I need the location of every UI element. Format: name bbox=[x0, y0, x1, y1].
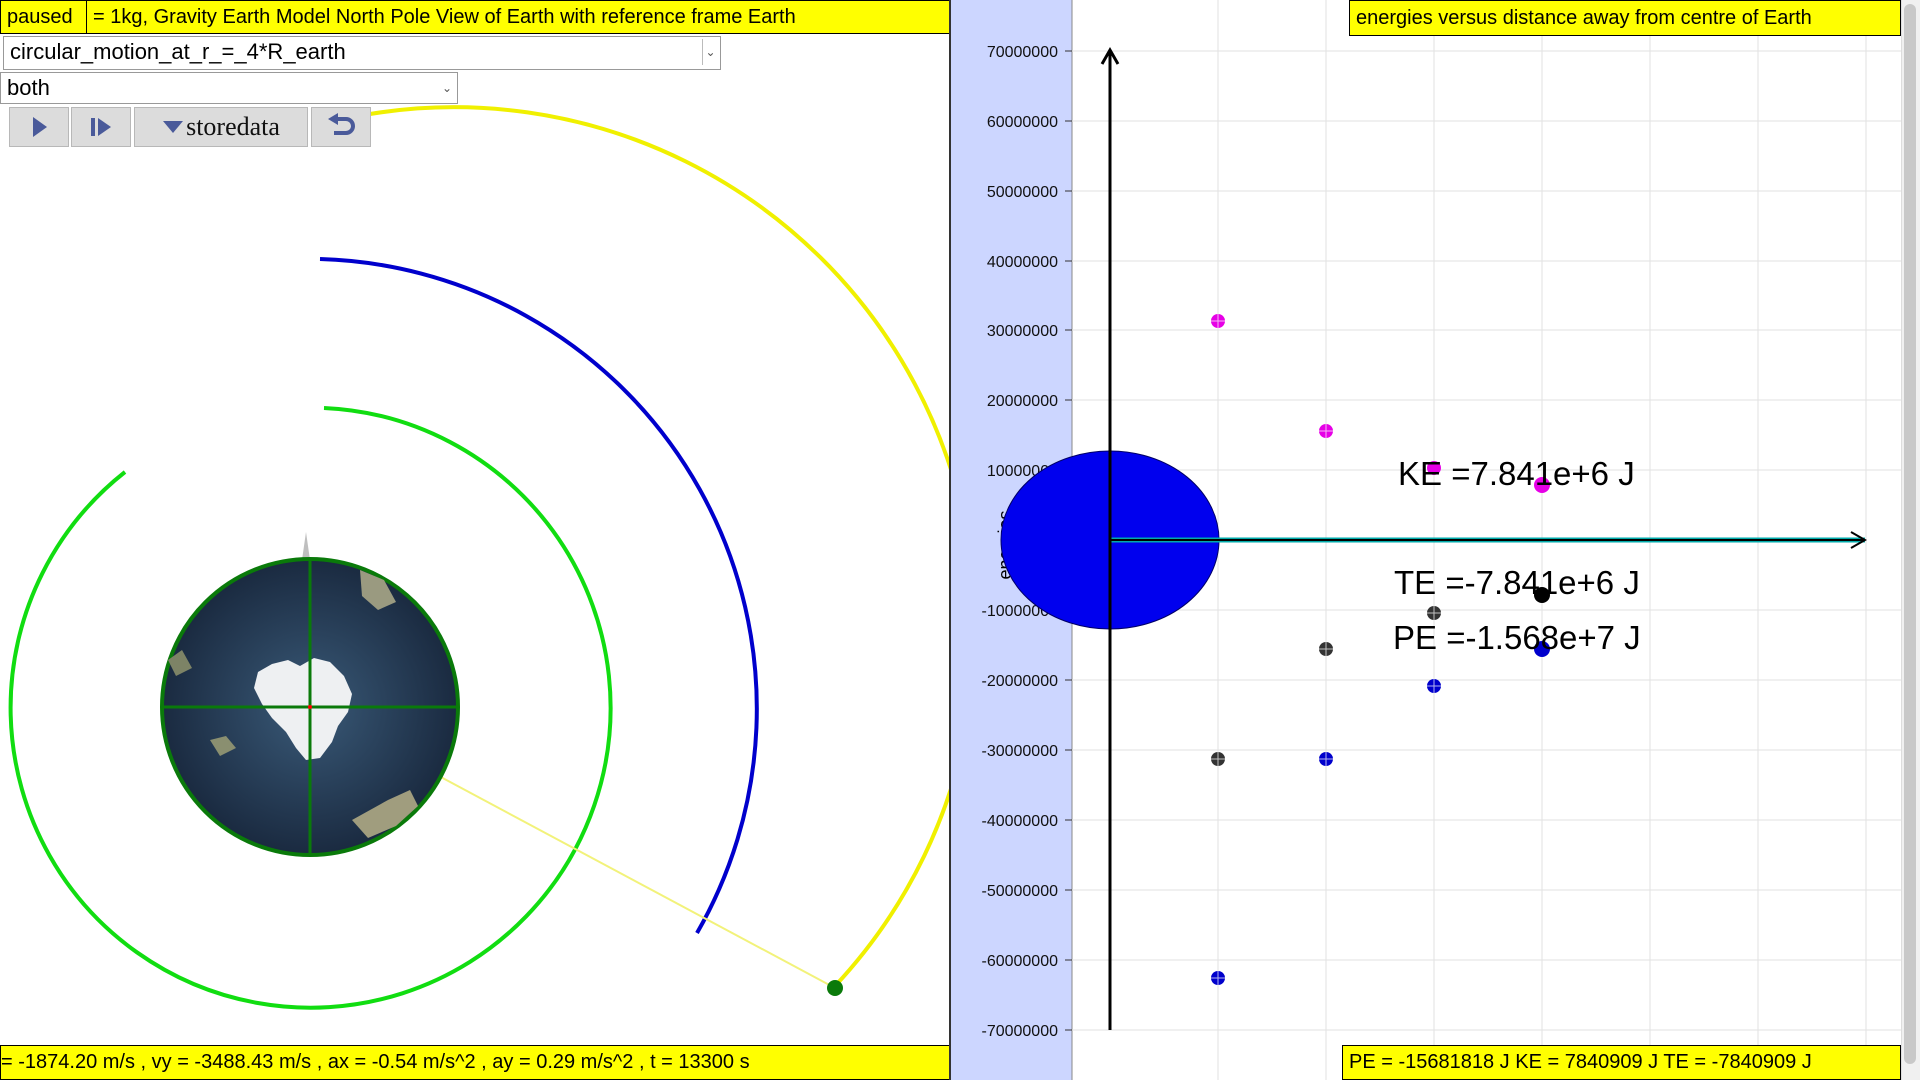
y-tick-label: -20000000 bbox=[981, 673, 1058, 690]
step-forward-icon bbox=[91, 118, 111, 136]
simulation-title: = 1kg, Gravity Earth Model North Pole Vi… bbox=[93, 6, 796, 28]
motion-readout-bar: = -1874.20 m/s , vy = -3488.43 m/s , ax … bbox=[0, 1045, 949, 1080]
pe-point-current bbox=[1534, 641, 1550, 657]
satellite[interactable] bbox=[827, 980, 843, 996]
mode-select-value: both bbox=[7, 75, 50, 100]
y-tick-label: -70000000 bbox=[981, 1023, 1058, 1040]
te-point-current bbox=[1534, 587, 1550, 603]
yellow-orbit-trail bbox=[369, 105, 949, 988]
play-button[interactable] bbox=[9, 107, 69, 147]
graph-title: energies versus distance away from centr… bbox=[1356, 7, 1812, 29]
motion-readout: = -1874.20 m/s , vy = -3488.43 m/s , ax … bbox=[1, 1051, 750, 1073]
y-tick-label: -30000000 bbox=[981, 743, 1058, 760]
graph-title-bar: energies versus distance away from centr… bbox=[1349, 0, 1901, 36]
blue-orbit-trail bbox=[319, 257, 759, 934]
chevron-down-icon[interactable]: ⌄ bbox=[441, 81, 453, 95]
green-orbit-inner bbox=[8, 406, 613, 1010]
scenario-select[interactable]: circular_motion_at_r_=_4*R_earth ⌄ bbox=[3, 36, 721, 70]
te-points bbox=[1211, 587, 1550, 766]
ke-value-label: KE =7.841e+6 J bbox=[1398, 455, 1635, 492]
x-axis-arrowhead bbox=[1850, 531, 1868, 549]
storedata-label: storedata bbox=[186, 112, 280, 141]
y-tick-label: 40000000 bbox=[987, 254, 1058, 271]
undo-icon bbox=[328, 113, 355, 135]
chevron-down-icon[interactable]: ⌄ bbox=[702, 39, 718, 65]
mode-select[interactable]: both ⌄ bbox=[0, 72, 458, 104]
y-tick-label: 60000000 bbox=[987, 114, 1058, 131]
pe-points bbox=[1211, 641, 1550, 985]
te-value-label: TE =-7.841e+6 J bbox=[1394, 564, 1640, 601]
step-forward-button[interactable] bbox=[71, 107, 131, 147]
simulation-panel: paused = 1kg, Gravity Earth Model North P… bbox=[0, 0, 951, 1080]
title-bar: paused = 1kg, Gravity Earth Model North P… bbox=[0, 0, 949, 34]
ke-point bbox=[1427, 461, 1441, 475]
y-tick-label: 30000000 bbox=[987, 323, 1058, 340]
y-tick-label: 50000000 bbox=[987, 184, 1058, 201]
storedata-button[interactable]: storedata bbox=[134, 107, 308, 147]
y-tick-label: -50000000 bbox=[981, 883, 1058, 900]
y-axis-arrowhead bbox=[1100, 46, 1120, 65]
status-label[interactable]: paused bbox=[1, 1, 87, 33]
triangle-down-icon bbox=[163, 121, 184, 133]
y-tick-label: -60000000 bbox=[981, 953, 1058, 970]
earth-image bbox=[160, 532, 460, 857]
scenario-select-value: circular_motion_at_r_=_4*R_earth bbox=[10, 39, 346, 64]
scrollbar-thumb[interactable] bbox=[1904, 4, 1916, 1064]
graph-panel: 70000000 60000000 50000000 40000000 3000… bbox=[951, 0, 1901, 1080]
energy-readout-bar: PE = -15681818 J KE = 7840909 J TE = -78… bbox=[1342, 1045, 1901, 1080]
ke-point-current bbox=[1534, 477, 1550, 493]
y-tick-label: 20000000 bbox=[987, 393, 1058, 410]
undo-button[interactable] bbox=[311, 107, 371, 147]
simulation-canvas bbox=[8, 105, 949, 1010]
y-tick-label: 70000000 bbox=[987, 44, 1058, 61]
play-icon bbox=[33, 117, 47, 137]
y-tick-label: -40000000 bbox=[981, 813, 1058, 830]
energy-graph: 70000000 60000000 50000000 40000000 3000… bbox=[951, 0, 1901, 1080]
pe-value-label: PE =-1.568e+7 J bbox=[1393, 619, 1641, 656]
energy-readout: PE = -15681818 J KE = 7840909 J TE = -78… bbox=[1349, 1051, 1812, 1073]
